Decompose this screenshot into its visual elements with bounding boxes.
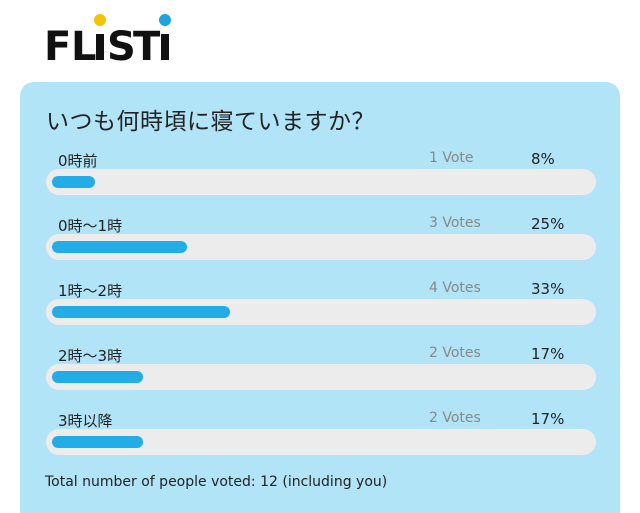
svg-text:T: T xyxy=(133,24,161,64)
yellow-dot-icon xyxy=(94,14,106,26)
option-percent: 25% xyxy=(531,215,565,233)
option-percent: 8% xyxy=(531,150,555,168)
option-label: 3時以降 xyxy=(58,412,113,430)
poll-option: 2時〜3時 2 Votes 17% xyxy=(20,345,620,405)
total-voters-text: Total number of people voted: 12 (includ… xyxy=(45,474,388,490)
poll-question: いつも何時頃に寝ていますか？ xyxy=(46,109,375,135)
option-percent: 17% xyxy=(531,410,565,428)
poll-option: 0時〜1時 3 Votes 25% xyxy=(20,215,620,275)
result-bar-fill xyxy=(52,176,95,188)
option-label: 0時前 xyxy=(58,152,98,170)
option-label: 1時〜2時 xyxy=(58,282,123,300)
result-bar-track xyxy=(46,364,596,390)
option-votes: 2 Votes xyxy=(429,345,481,361)
option-votes: 3 Votes xyxy=(429,215,481,231)
option-percent: 17% xyxy=(531,345,565,363)
result-bar-fill xyxy=(52,371,143,383)
svg-text:L: L xyxy=(71,24,97,64)
option-label: 2時〜3時 xyxy=(58,347,123,365)
svg-text:S: S xyxy=(107,24,136,64)
option-percent: 33% xyxy=(531,280,565,298)
poll-option: 1時〜2時 4 Votes 33% xyxy=(20,280,620,340)
result-bar-track xyxy=(46,234,596,260)
option-label: 0時〜1時 xyxy=(58,217,123,235)
option-votes: 4 Votes xyxy=(429,280,481,296)
option-votes: 2 Votes xyxy=(429,410,481,426)
result-bar-track xyxy=(46,429,596,455)
result-bar-fill xyxy=(52,306,230,318)
poll-results-card: いつも何時頃に寝ていますか？ 0時前 1 Vote 8% 0時〜1時 3 Vot… xyxy=(20,82,620,513)
flisti-logo-image: F L S T xyxy=(44,14,171,64)
result-bar-track xyxy=(46,299,596,325)
svg-text:F: F xyxy=(44,24,71,64)
result-bar-track xyxy=(46,169,596,195)
result-bar-fill xyxy=(52,436,143,448)
option-votes: 1 Vote xyxy=(429,150,474,166)
result-bar-fill xyxy=(52,241,187,253)
flisti-logo[interactable]: F L S T xyxy=(44,12,184,64)
blue-dot-icon xyxy=(159,14,171,26)
poll-option: 0時前 1 Vote 8% xyxy=(20,150,620,210)
poll-option: 3時以降 2 Votes 17% xyxy=(20,410,620,470)
